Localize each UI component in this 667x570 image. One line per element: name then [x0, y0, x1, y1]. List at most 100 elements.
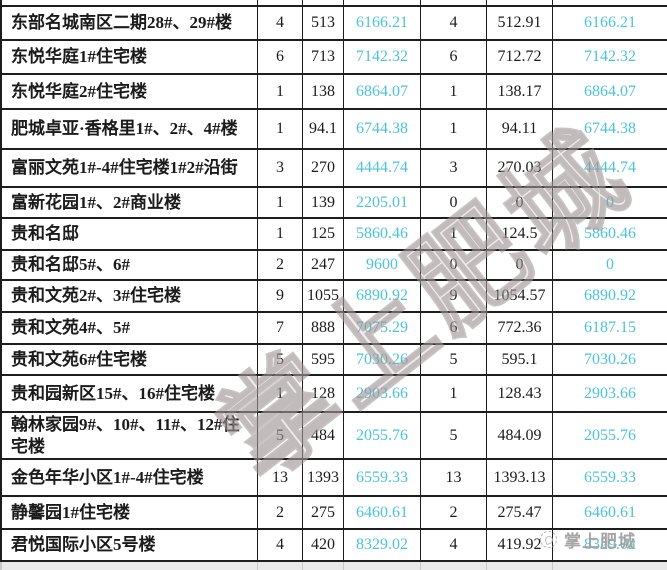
- price-cell: 8329.02: [343, 530, 420, 560]
- price-cell: 2205.01: [343, 188, 420, 217]
- price-cell: 6559.33: [343, 460, 420, 495]
- building-name-cell: 贵和园新区15#、16#住宅楼: [0, 376, 257, 411]
- value-cell: 7: [257, 313, 302, 343]
- value-cell: 275: [302, 497, 343, 528]
- building-name-cell: 君悦国际小区5号楼: [0, 530, 257, 560]
- value-cell: 270: [302, 150, 343, 186]
- value-cell: 512.91: [486, 7, 552, 39]
- value-cell: 595: [302, 345, 343, 374]
- building-name-cell: 东悦华庭2#住宅楼: [0, 75, 257, 108]
- table-row: 静馨园1#住宅楼 2 275 6460.61 2 275.47 6460.61: [0, 495, 667, 528]
- price-cell: 9600: [343, 251, 420, 279]
- value-cell: 0: [420, 251, 486, 279]
- price-cell: 6166.21: [552, 7, 667, 39]
- price-cell: 6559.33: [552, 460, 667, 495]
- value-cell: 712.72: [486, 41, 552, 73]
- value-cell: 0: [486, 188, 552, 217]
- value-cell: 247: [302, 251, 343, 279]
- table-row: 富新花园1#、2#商业楼 1 139 2205.01 0 0 0: [0, 186, 667, 217]
- price-cell: 6864.07: [552, 75, 667, 108]
- price-cell: 6187.15: [552, 313, 667, 343]
- value-cell: 6: [257, 41, 302, 73]
- table-row: 东悦华庭2#住宅楼 1 138 6864.07 1 138.17 6864.07: [0, 73, 667, 108]
- price-cell: [343, 0, 420, 5]
- value-cell: [486, 562, 552, 570]
- value-cell: 5: [257, 413, 302, 458]
- value-cell: [420, 562, 486, 570]
- building-name-cell: 金色年华小区1#-4#住宅楼: [0, 460, 257, 495]
- value-cell: 4: [257, 7, 302, 39]
- value-cell: 713: [302, 41, 343, 73]
- building-name-cell: 贵和文苑4#、5#: [0, 313, 257, 343]
- value-cell: [257, 0, 302, 5]
- value-cell: 5: [420, 413, 486, 458]
- value-cell: 138: [302, 75, 343, 108]
- building-name-cell: [0, 562, 257, 570]
- price-cell: [343, 562, 420, 570]
- value-cell: 2: [420, 497, 486, 528]
- building-name-cell: 富新花园1#、2#商业楼: [0, 188, 257, 217]
- value-cell: 1: [257, 75, 302, 108]
- value-cell: 420: [302, 530, 343, 560]
- price-cell: 6744.38: [552, 110, 667, 148]
- price-cell: 0: [552, 251, 667, 279]
- price-cell: 2903.66: [343, 376, 420, 411]
- price-cell: 2903.66: [552, 376, 667, 411]
- bottom-gray-strip: [0, 560, 667, 570]
- value-cell: [420, 0, 486, 5]
- value-cell: 1: [257, 376, 302, 411]
- value-cell: 6: [420, 313, 486, 343]
- value-cell: 1055: [302, 281, 343, 311]
- value-cell: 138.17: [486, 75, 552, 108]
- price-cell: 6460.61: [552, 497, 667, 528]
- value-cell: 1: [420, 110, 486, 148]
- price-cell: 7142.32: [343, 41, 420, 73]
- value-cell: 595.1: [486, 345, 552, 374]
- value-cell: 128: [302, 376, 343, 411]
- table-row: 贵和文苑6#住宅楼 5 595 7030.26 5 595.1 7030.26: [0, 343, 667, 374]
- top-partial-row: [0, 0, 667, 5]
- building-name-cell: 贵和文苑2#、3#住宅楼: [0, 281, 257, 311]
- value-cell: 1393: [302, 460, 343, 495]
- value-cell: 5: [257, 345, 302, 374]
- building-name-cell: 静馨园1#住宅楼: [0, 497, 257, 528]
- table-row: 东悦华庭1#住宅楼 6 713 7142.32 6 712.72 7142.32: [0, 39, 667, 73]
- value-cell: 513: [302, 7, 343, 39]
- value-cell: 1: [420, 75, 486, 108]
- value-cell: 2: [257, 251, 302, 279]
- table-row: 翰林家园9#、10#、11#、12#住宅楼 5 484 2055.76 5 484.09 2…: [0, 411, 667, 458]
- value-cell: 6: [420, 41, 486, 73]
- value-cell: 772.36: [486, 313, 552, 343]
- price-cell: 6744.38: [343, 110, 420, 148]
- value-cell: 5: [420, 345, 486, 374]
- building-name-cell: 贵和名邸5#、6#: [0, 251, 257, 279]
- value-cell: 4: [257, 530, 302, 560]
- value-cell: 2: [257, 497, 302, 528]
- value-cell: [302, 0, 343, 5]
- value-cell: 0: [420, 188, 486, 217]
- value-cell: 13: [420, 460, 486, 495]
- value-cell: 94.11: [486, 110, 552, 148]
- building-name-cell: [0, 0, 257, 5]
- table-row: 肥城卓亚·香格里1#、2#、4#楼 1 94.1 6744.38 1 94.11 6744.…: [0, 108, 667, 148]
- value-cell: 9: [257, 281, 302, 311]
- price-cell: 8329.02: [552, 530, 667, 560]
- price-cell: 2055.76: [343, 413, 420, 458]
- value-cell: [302, 562, 343, 570]
- table-row: 富丽文苑1#-4#住宅楼1#2#沿街 3 270 4444.74 3 270.03 4444…: [0, 148, 667, 186]
- value-cell: 270.03: [486, 150, 552, 186]
- table-row: 贵和文苑4#、5# 7 888 7075.29 6 772.36 6187.15: [0, 311, 667, 343]
- building-name-cell: 贵和名邸: [0, 219, 257, 249]
- table-row: 贵和文苑2#、3#住宅楼 9 1055 6890.92 9 1054.57 6890.92: [0, 279, 667, 311]
- price-cell: 7075.29: [343, 313, 420, 343]
- value-cell: 9: [420, 281, 486, 311]
- table-row: 东部名城南区二期28#、29#楼 4 513 6166.21 4 512.91 6166.2…: [0, 5, 667, 39]
- value-cell: 3: [420, 150, 486, 186]
- value-cell: 94.1: [302, 110, 343, 148]
- value-cell: 1: [257, 110, 302, 148]
- value-cell: 484: [302, 413, 343, 458]
- price-cell: 7142.32: [552, 41, 667, 73]
- value-cell: 4: [420, 7, 486, 39]
- value-cell: 419.92: [486, 530, 552, 560]
- value-cell: 128.43: [486, 376, 552, 411]
